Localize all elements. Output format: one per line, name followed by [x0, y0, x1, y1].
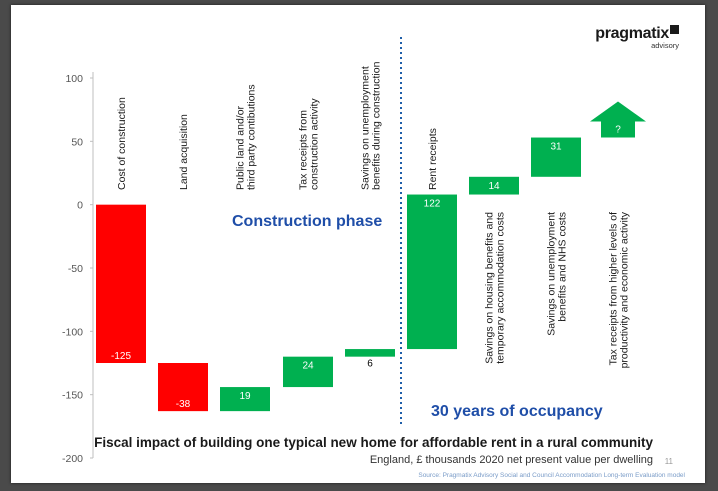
y-tick-label: 50 [71, 136, 83, 148]
category-label: Cost of construction [116, 97, 128, 190]
bar [345, 349, 395, 357]
category-label: Savings on housing benefits and [484, 212, 496, 364]
bar [469, 176, 519, 195]
bar-data-label: 31 [550, 142, 562, 153]
chart-caption-title: Fiscal impact of building one typical ne… [94, 435, 653, 450]
waterfall-chart: -200 -150 -100 -50 0 50 100 Construction phase 3… [62, 37, 646, 465]
y-tick-label: -50 [68, 263, 83, 275]
category-label: construction activity [309, 98, 321, 190]
bar-data-label: -38 [176, 399, 191, 410]
bar-arrow-up [590, 101, 646, 138]
bar-data-label: 24 [302, 361, 314, 372]
y-tick-label: -150 [62, 390, 83, 402]
logo-subtitle: advisory [651, 41, 679, 50]
category-label: Savings on unemployment [546, 212, 558, 336]
bar-data-label: 122 [424, 199, 441, 210]
category-label: benefits and NHS costs [557, 212, 569, 322]
occupancy-phase-label: 30 years of occupancy [431, 403, 603, 420]
category-label: temporary accommodation costs [495, 212, 507, 364]
pragmatix-logo: pragmatix advisory [595, 25, 679, 50]
bar [283, 356, 333, 388]
slide: -200 -150 -100 -50 0 50 100 Construction phase 3… [11, 5, 705, 483]
category-label: third party contibutions [246, 84, 258, 190]
y-tick-label: -200 [62, 453, 83, 465]
category-label: Rent receipts [427, 128, 439, 190]
bar [96, 204, 146, 363]
bar-data-label: -125 [111, 351, 131, 362]
construction-phase-label: Construction phase [232, 213, 382, 230]
bar [531, 137, 581, 177]
category-label: Savings on unemployment [360, 66, 372, 190]
bar-data-label: 19 [239, 391, 251, 402]
bar-data-label: ? [615, 125, 621, 136]
bar [407, 194, 457, 350]
category-label: Public land and/or [235, 105, 247, 190]
source-note: Source: Pragmatix Advisory Social and Co… [418, 472, 685, 479]
bar-data-label: 6 [367, 359, 373, 370]
page-number: 11 [664, 457, 673, 466]
bar-data-label: 14 [488, 181, 500, 192]
y-tick-label: -100 [62, 326, 83, 338]
category-label: benefits during construction [371, 61, 383, 190]
y-tick-label: 0 [77, 200, 83, 212]
category-label: Tax receipts from higher levels of [608, 212, 620, 366]
logo-square-icon [670, 25, 679, 34]
category-label: productivity and economic activity [619, 211, 631, 368]
category-label: Land acquisition [178, 114, 190, 190]
bar [158, 363, 208, 412]
bar [220, 387, 270, 412]
y-tick-label: 100 [65, 73, 83, 85]
logo-wordmark: pragmatix [595, 25, 669, 42]
chart-caption-subtitle: England, £ thousands 2020 net present va… [369, 454, 653, 466]
category-label: Tax receipts from [298, 110, 310, 190]
